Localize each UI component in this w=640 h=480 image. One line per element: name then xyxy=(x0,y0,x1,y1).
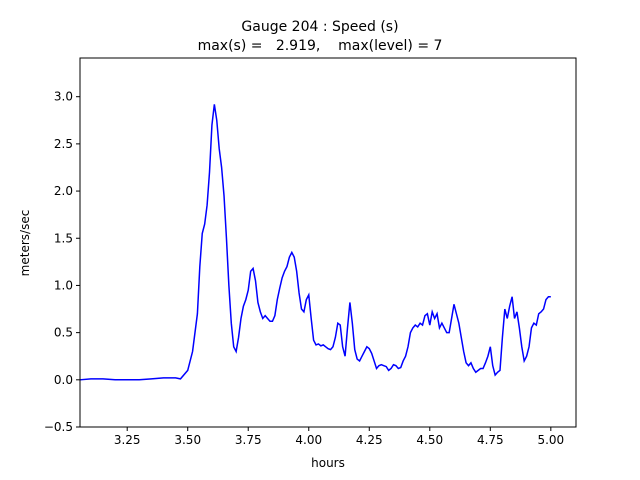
y-tick-label: 0.0 xyxy=(54,373,73,387)
x-tick-label: 5.00 xyxy=(537,433,564,447)
y-tick-label: 2.0 xyxy=(54,184,73,198)
x-tick-label: 4.25 xyxy=(356,433,383,447)
chart-title: Gauge 204 : Speed (s) xyxy=(241,19,398,35)
chart-subtitle: max(s) = 2.919, max(level) = 7 xyxy=(198,38,443,54)
y-tick-label: 1.0 xyxy=(54,278,73,292)
x-tick-label: 4.00 xyxy=(295,433,322,447)
y-axis-label: meters/sec xyxy=(18,210,32,277)
x-tick-label: 3.50 xyxy=(174,433,201,447)
y-tick-label: 1.5 xyxy=(54,231,73,245)
x-tick-label: 4.50 xyxy=(416,433,443,447)
plot-frame xyxy=(79,57,577,428)
x-tick-label: 4.75 xyxy=(477,433,504,447)
y-tick-label: 0.5 xyxy=(54,326,73,340)
data-line xyxy=(79,104,551,381)
y-tick-label: −0.5 xyxy=(44,420,73,434)
x-axis-label: hours xyxy=(311,456,345,470)
x-tick-label: 3.75 xyxy=(235,433,262,447)
x-tick-label: 3.25 xyxy=(114,433,141,447)
y-tick-label: 3.0 xyxy=(54,90,73,104)
y-tick-label: 2.5 xyxy=(54,137,73,151)
